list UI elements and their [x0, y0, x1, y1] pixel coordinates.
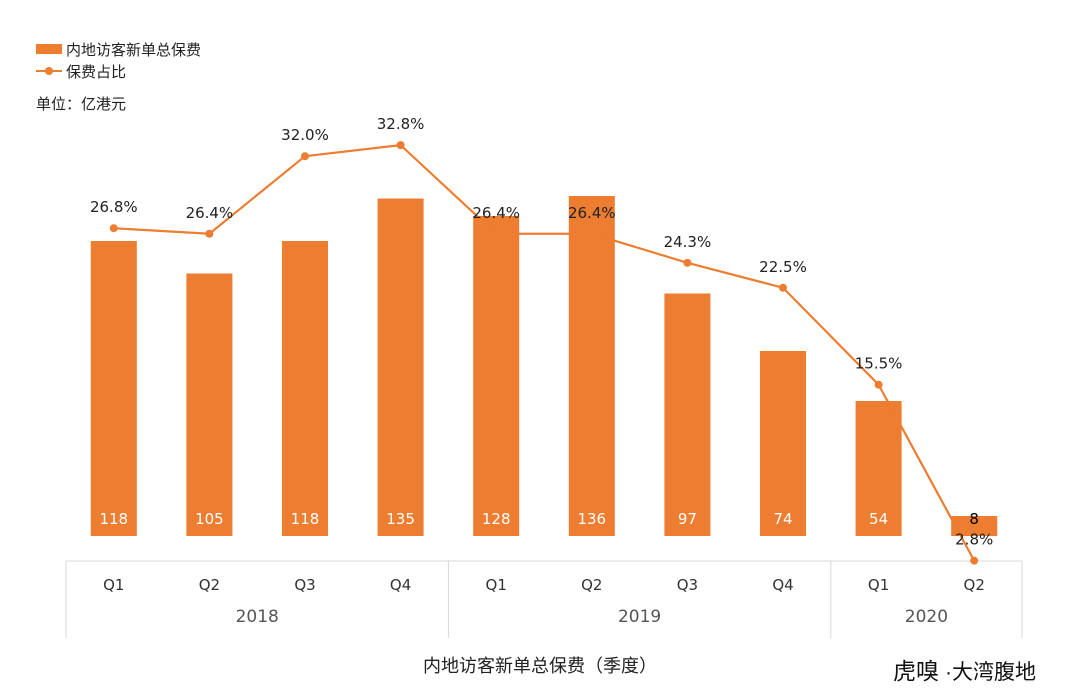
line-point	[492, 229, 501, 238]
bar-value-label: 135	[386, 510, 415, 528]
bar	[855, 401, 902, 536]
bar-value-label: 54	[869, 510, 888, 528]
line-value-label: 26.4%	[186, 204, 234, 222]
series-line	[113, 144, 976, 562]
legend-line-label: 保费占比	[66, 62, 127, 81]
legend-item-bar: 内地访客新单总保费	[36, 38, 201, 60]
x-group-label: 2018	[236, 607, 279, 627]
bar	[90, 241, 137, 536]
legend-line-swatch	[36, 66, 62, 76]
legend-bar-swatch	[36, 44, 62, 54]
x-tick-label: Q1	[868, 576, 889, 594]
line-value-label: 24.3%	[664, 233, 712, 251]
line-point	[109, 224, 118, 233]
bar	[568, 196, 615, 536]
x-tick-label: Q1	[486, 576, 507, 594]
x-tick-label: Q3	[294, 576, 315, 594]
watermark-brand: 虎嗅	[893, 659, 939, 685]
bar-value-label: 97	[678, 510, 697, 528]
bar-value-label: 105	[195, 510, 224, 528]
line-value-label: 15.5%	[855, 355, 903, 373]
chart-legend: 内地访客新单总保费 保费占比	[36, 38, 201, 82]
bar	[377, 198, 424, 536]
line-point	[970, 556, 979, 565]
x-tick-label: Q2	[199, 576, 220, 594]
bar	[951, 516, 998, 536]
bar-value-label: 118	[291, 510, 320, 528]
x-tick-label: Q2	[964, 576, 985, 594]
legend-item-line: 保费占比	[36, 60, 201, 82]
bar	[473, 216, 520, 536]
line-value-label: 32.0%	[281, 126, 329, 144]
line-value-label: 2.8%	[955, 531, 993, 549]
line-value-label: 26.4%	[568, 204, 616, 222]
bar-value-label: 118	[99, 510, 128, 528]
x-axis-title: 内地访客新单总保费（季度）	[423, 656, 657, 677]
line-point	[301, 152, 309, 161]
line-value-label: 26.4%	[472, 204, 520, 222]
bar	[186, 273, 233, 536]
watermark: 虎嗅 ·大湾腹地	[893, 652, 1036, 686]
bar	[664, 293, 711, 536]
bar	[760, 351, 806, 536]
line-point	[779, 283, 787, 292]
line-value-label: 22.5%	[759, 258, 807, 276]
line-point	[396, 141, 405, 150]
line-value-label: 26.8%	[90, 198, 138, 216]
line-value-label: 32.8%	[377, 115, 425, 133]
bar-value-label: 136	[577, 510, 606, 528]
x-tick-label: Q4	[772, 576, 793, 594]
watermark-sub: ·大湾腹地	[945, 661, 1036, 684]
bar-value-label: 128	[482, 510, 511, 528]
x-tick-label: Q4	[390, 576, 411, 594]
bar-value-label: 8	[969, 510, 979, 528]
x-tick-label: Q1	[103, 576, 124, 594]
line-point	[874, 380, 883, 389]
line-point	[205, 229, 214, 238]
bar	[282, 241, 328, 536]
x-tick-label: Q2	[581, 576, 602, 594]
legend-bar-label: 内地访客新单总保费	[66, 40, 202, 59]
bar-value-label: 74	[773, 510, 792, 528]
x-tick-label: Q3	[677, 576, 698, 594]
x-group-label: 2020	[905, 607, 948, 627]
line-point	[683, 258, 692, 267]
x-group-label: 2019	[618, 607, 661, 627]
line-point	[587, 229, 596, 238]
unit-label: 单位：亿港元	[36, 95, 127, 113]
